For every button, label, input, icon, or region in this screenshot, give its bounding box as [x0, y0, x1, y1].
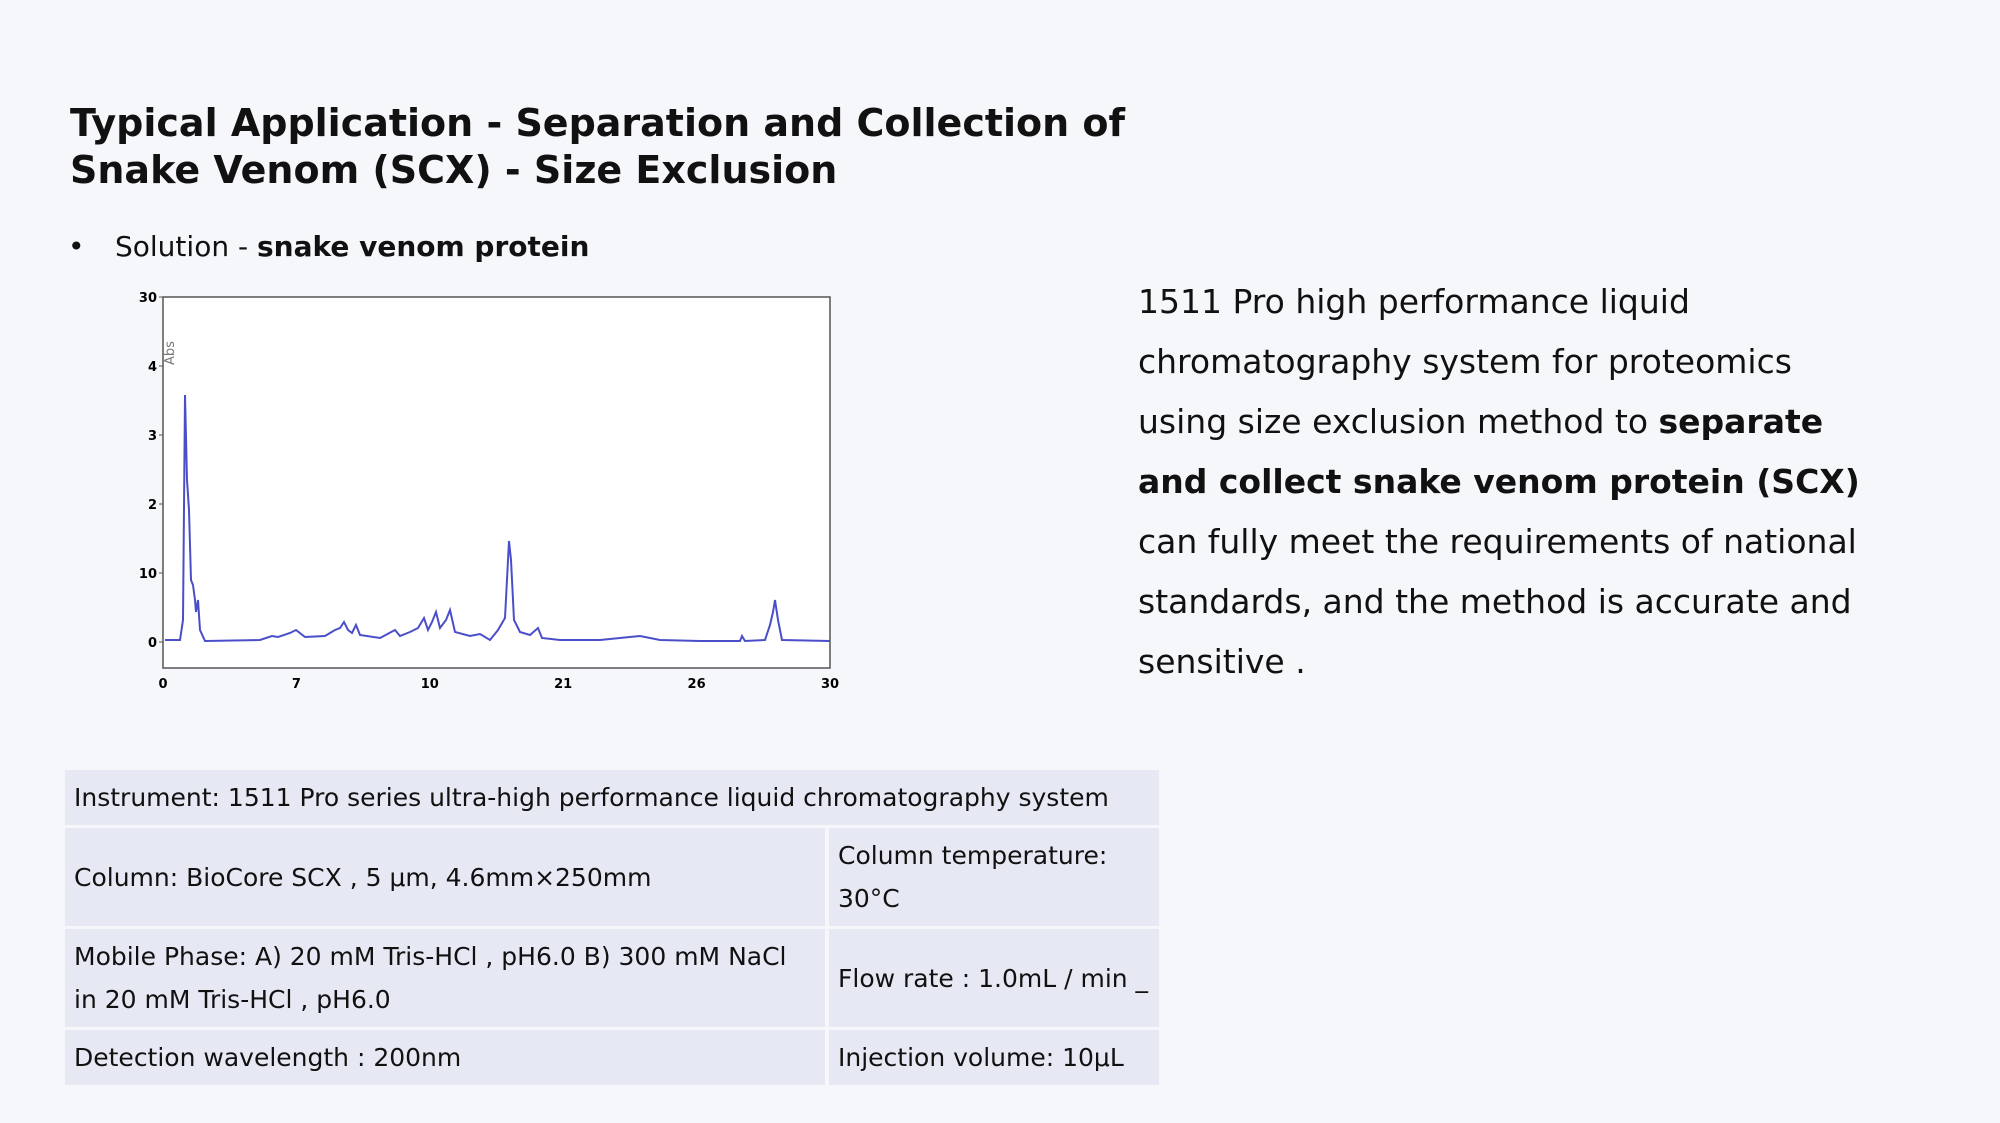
paragraph-line: can fully meet the requirements of natio…	[1138, 512, 1860, 572]
x-tick-label: 30	[821, 677, 839, 692]
bullet-label: Solution -	[115, 230, 257, 263]
paragraph-text: can fully meet the requirements of natio…	[1138, 522, 1857, 561]
title: Typical Application - Separation and Col…	[70, 100, 1125, 194]
paragraph-text: standards, and the method is accurate an…	[1138, 582, 1852, 621]
y-tick-label: 30	[139, 291, 157, 306]
bullet-bold: snake venom protein	[256, 230, 590, 263]
paragraph-text: chromatography system for proteomics	[1138, 342, 1792, 381]
y-tick-label: 4	[148, 360, 157, 375]
paragraph-line: 1511 Pro high performance liquid	[1138, 272, 1860, 332]
x-tick-label: 7	[292, 677, 301, 692]
paragraph-text: 1511 Pro high performance liquid	[1138, 282, 1690, 321]
y-tick-label: 2	[148, 498, 157, 513]
bullet-marker: •	[68, 230, 85, 263]
y-tick-label: 3	[148, 429, 157, 444]
title-line: Typical Application - Separation and Col…	[70, 101, 1126, 145]
table-cell: Instrument: 1511 Pro series ultra-high p…	[65, 770, 1163, 825]
table-cell: Flow rate : 1.0mL / min _	[829, 929, 1163, 1027]
title-line: Snake Venom (SCX) - Size Exclusion	[70, 148, 838, 192]
table-row: Mobile Phase: A) 20 mM Tris-HCl , pH6.0 …	[65, 929, 1163, 1027]
trace	[165, 394, 831, 643]
table-row: Instrument: 1511 Pro series ultra-high p…	[65, 770, 1163, 825]
table-cell: Column temperature: 30°C	[829, 828, 1163, 926]
plot-frame	[162, 296, 831, 669]
paragraph-line: and collect snake venom protein (SCX)	[1138, 452, 1860, 512]
paragraph-line: chromatography system for proteomics	[1138, 332, 1860, 392]
conditions-table: Instrument: 1511 Pro series ultra-high p…	[65, 767, 1163, 1088]
table-cell: Detection wavelength : 200nm	[65, 1030, 829, 1085]
x-tick-label: 26	[688, 677, 706, 692]
bullet: • Solution - snake venom protein	[68, 230, 589, 263]
paragraph: 1511 Pro high performance liquid chromato…	[1138, 272, 1860, 692]
table-row: Detection wavelength : 200nm Injection vo…	[65, 1030, 1163, 1085]
paragraph-text: using size exclusion method to	[1138, 402, 1659, 441]
paragraph-line: sensitive .	[1138, 632, 1860, 692]
paragraph-line: standards, and the method is accurate an…	[1138, 572, 1860, 632]
y-tick-label: 10	[139, 567, 157, 582]
paragraph-text: separate	[1658, 402, 1824, 441]
x-tick-label: 0	[158, 677, 167, 692]
y-axis-label: Abs	[163, 341, 178, 365]
x-tick-label: 10	[421, 677, 439, 692]
paragraph-text: sensitive .	[1138, 642, 1306, 681]
y-tick-label: 0	[148, 636, 157, 651]
paragraph-line: using size exclusion method to separate	[1138, 392, 1860, 452]
table-row: Column: BioCore SCX , 5 μm, 4.6mm×250mm C…	[65, 828, 1163, 926]
table-cell: Mobile Phase: A) 20 mM Tris-HCl , pH6.0 …	[65, 929, 829, 1027]
table-cell: Injection volume: 10μL	[829, 1030, 1163, 1085]
table-cell: Column: BioCore SCX , 5 μm, 4.6mm×250mm	[65, 828, 829, 926]
paragraph-text: and collect snake venom protein (SCX)	[1138, 462, 1860, 501]
x-tick-label: 21	[554, 677, 572, 692]
